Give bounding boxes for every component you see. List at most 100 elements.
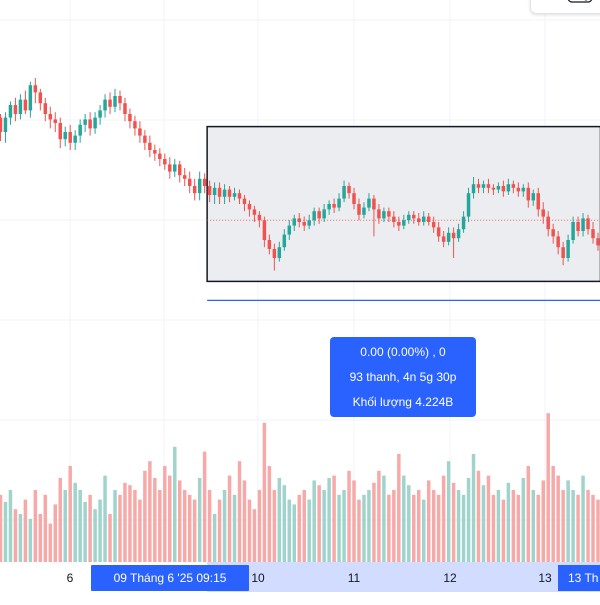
volume-bar (113, 490, 117, 562)
candle-body (48, 114, 53, 120)
candle-body (128, 114, 132, 122)
candle-body (98, 110, 102, 118)
candle-body (431, 222, 436, 228)
candle-body (566, 240, 570, 258)
candle-body (481, 184, 486, 188)
volume-bar (168, 475, 172, 562)
candle-body (18, 99, 23, 114)
candle-body (581, 218, 585, 231)
candle-body (367, 198, 371, 208)
candle-body (168, 164, 172, 172)
candle-body (118, 96, 122, 104)
volume-bar (227, 475, 232, 562)
time-axis-tick-label: 11 (348, 571, 361, 585)
candle-body (541, 209, 545, 217)
candle-body (143, 135, 147, 143)
candle-body (317, 211, 321, 219)
time-axis-tick-label: 12 (443, 571, 457, 585)
volume-bar (103, 475, 107, 562)
volume-bar (521, 478, 526, 562)
range-start-label: 09 Tháng 6 '25 09:15 (114, 571, 227, 585)
volume-bar (312, 480, 316, 562)
candle-body (407, 214, 411, 221)
candle-body (471, 184, 476, 194)
time-axis: 6 10 11 12 13 09 Tháng 6 '25 09:15 13 Th (0, 562, 600, 600)
volume-bar (247, 499, 252, 562)
candle-body (78, 124, 82, 136)
candle-body (412, 214, 416, 219)
volume-bar (417, 490, 421, 562)
candle-body (33, 85, 38, 93)
candle-body (302, 222, 306, 226)
volume-bar (466, 478, 471, 562)
candle-body (536, 193, 540, 210)
candle-body (13, 105, 18, 114)
candles (0, 78, 600, 271)
volume-bar (451, 482, 456, 562)
time-axis-tick-label: 6 (67, 571, 74, 585)
volume-bar (8, 490, 13, 562)
volume-bar (207, 490, 212, 562)
volume-bar (441, 475, 446, 562)
volume-bar (596, 499, 600, 562)
candle-body (237, 193, 242, 199)
volume-bar (461, 494, 466, 562)
volume-bar (337, 494, 341, 562)
candle-body (596, 238, 600, 246)
candle-body (63, 132, 67, 140)
measure-volume: Khối lượng 4.224B (352, 395, 454, 409)
volume-bar (446, 461, 451, 562)
volume-bar (272, 490, 277, 562)
candle-body (58, 123, 62, 140)
candle-body (277, 247, 282, 258)
candle-body (337, 198, 341, 208)
candle-body (307, 220, 311, 226)
volume-bar (496, 490, 501, 562)
candle-body (187, 178, 192, 186)
volume-bar (456, 490, 461, 562)
volume-bar (377, 470, 381, 562)
volume-bar (242, 480, 247, 562)
volume-bar (123, 482, 127, 562)
volume-bar (33, 490, 38, 562)
selection-box (206, 125, 600, 283)
volume-bar (48, 523, 53, 562)
volume-bar (287, 499, 292, 562)
candle-body (551, 229, 555, 237)
volume-bar (78, 490, 82, 562)
volume-bar (352, 480, 356, 562)
volume-bar (23, 499, 28, 562)
volume-bar (541, 480, 545, 562)
candle-body (242, 198, 247, 204)
candle-body (491, 187, 496, 190)
candle-body (247, 204, 252, 210)
candle-body (486, 184, 491, 188)
volume-bar (511, 490, 516, 562)
volume-bar (372, 482, 376, 562)
measure-change: 0.00 (0.00%) , 0 (360, 345, 446, 359)
volume-bar (431, 490, 436, 562)
candle-body (182, 175, 187, 179)
candle-body (108, 99, 112, 107)
candle-body (227, 189, 232, 197)
volume-bar (98, 499, 102, 562)
volume-bar (133, 490, 137, 562)
toggle-button[interactable] (530, 0, 600, 14)
volume-bar (118, 494, 122, 562)
volume-bar (237, 461, 242, 562)
volume-bar (486, 475, 491, 562)
volume-bar (307, 499, 311, 562)
volume-bar (257, 490, 262, 562)
candle-body (526, 187, 531, 201)
candle-body (148, 142, 152, 150)
candle-body (207, 186, 212, 195)
volume-bar (292, 504, 297, 562)
volume-bar (591, 494, 595, 562)
volume-bar (93, 509, 97, 562)
volume-bar (531, 490, 536, 562)
candle-body (252, 209, 257, 215)
candle-body (516, 187, 521, 192)
candle-body (322, 209, 326, 219)
